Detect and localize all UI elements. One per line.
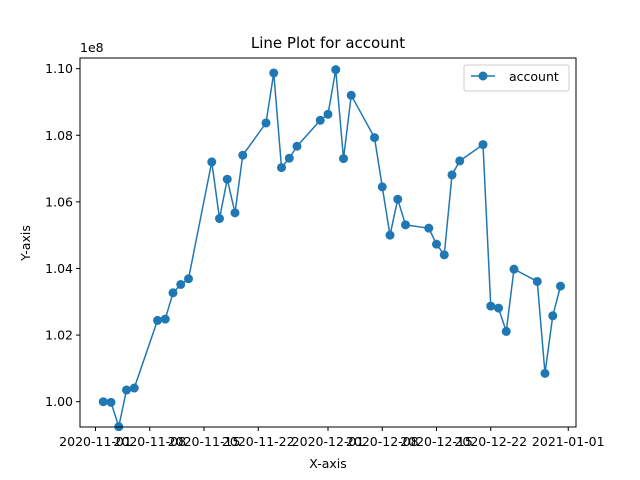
data-point <box>323 109 333 119</box>
data-point <box>501 326 511 336</box>
data-point <box>509 264 519 274</box>
data-point <box>184 274 193 284</box>
data-point <box>292 141 302 151</box>
data-point <box>486 301 496 311</box>
x-tick-label: 2020-12-15 <box>400 434 473 449</box>
data-point <box>284 153 294 163</box>
data-point <box>98 397 108 407</box>
x-axis-label: X-axis <box>309 456 347 471</box>
data-point <box>277 163 286 173</box>
data-point <box>370 133 379 143</box>
series-layer <box>98 65 565 432</box>
data-point <box>548 311 558 321</box>
y-tick-label: 1.08 <box>45 128 73 143</box>
data-point <box>176 279 186 289</box>
data-point <box>401 220 410 230</box>
y-tick-label: 1.00 <box>45 394 73 409</box>
chart-title: Line Plot for account <box>251 34 405 52</box>
data-point <box>168 288 178 298</box>
data-point <box>385 230 395 240</box>
data-point <box>424 223 434 233</box>
data-point <box>261 118 271 128</box>
x-tick-label: 2021-01-01 <box>532 434 605 449</box>
y-offset-label: 1e8 <box>80 40 104 55</box>
data-point <box>346 90 356 100</box>
y-axis-label: Y-axis <box>18 225 33 262</box>
data-point <box>207 157 217 167</box>
data-point <box>339 154 348 164</box>
data-point <box>377 182 387 192</box>
data-point <box>215 214 224 224</box>
data-point <box>222 174 232 184</box>
data-point <box>447 170 457 180</box>
data-point <box>269 68 279 78</box>
x-tick-label: 2020-12-08 <box>346 434 419 449</box>
x-tick-label: 2020-11-01 <box>59 434 132 449</box>
data-point <box>122 385 131 395</box>
data-point <box>106 397 116 407</box>
data-point <box>160 314 170 324</box>
y-tick-label: 1.02 <box>45 328 73 343</box>
data-point <box>331 65 341 75</box>
y-tick-label: 1.04 <box>45 261 73 276</box>
x-tick-label: 2020-11-15 <box>168 434 241 449</box>
data-point <box>393 194 403 204</box>
data-point <box>540 368 550 378</box>
x-tick-label: 2020-11-08 <box>113 434 186 449</box>
data-point <box>238 150 248 160</box>
y-tick-label: 1.10 <box>45 61 73 76</box>
data-point <box>455 156 465 166</box>
data-point <box>315 115 325 125</box>
legend-marker-swatch <box>478 71 488 81</box>
data-point <box>129 383 139 393</box>
legend: account <box>463 64 570 92</box>
data-point <box>230 208 240 218</box>
data-point <box>153 315 162 325</box>
data-point <box>556 281 565 291</box>
x-tick-label: 2020-12-22 <box>454 434 527 449</box>
y-tick-label: 1.06 <box>45 194 73 209</box>
y-axis-ticks: 1.00 1.02 1.04 1.06 1.08 1.10 <box>45 61 80 409</box>
data-point <box>478 140 488 150</box>
x-axis-ticks: 2020-11-012020-11-082020-11-152020-11-22… <box>59 427 605 449</box>
data-point <box>532 276 542 286</box>
legend-box <box>463 64 570 92</box>
x-tick-label: 2020-11-22 <box>222 434 295 449</box>
legend-label: account <box>509 69 559 84</box>
data-point <box>494 303 503 313</box>
data-point <box>432 239 441 249</box>
x-tick-label: 2020-12-01 <box>292 434 365 449</box>
data-point <box>439 250 449 260</box>
plot-area-frame <box>79 57 577 428</box>
